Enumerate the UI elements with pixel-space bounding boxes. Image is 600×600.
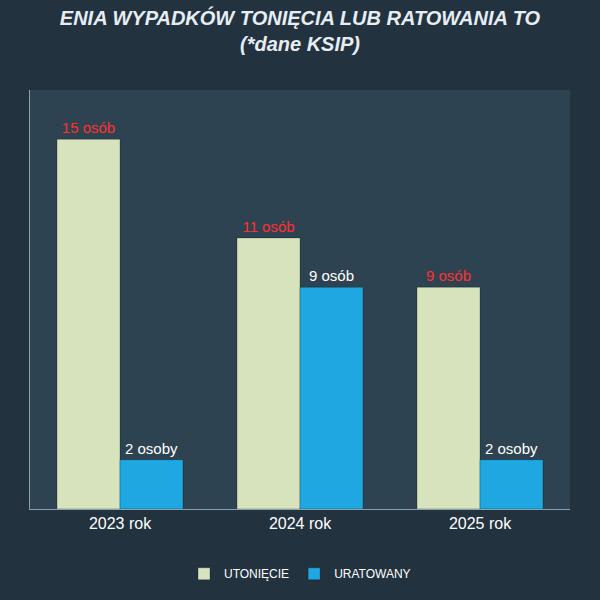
svg-text:11 osób: 11 osób bbox=[242, 218, 294, 235]
svg-text:2 osoby: 2 osoby bbox=[485, 440, 538, 457]
svg-text:2023 rok: 2023 rok bbox=[89, 515, 152, 532]
svg-text:URATOWANY: URATOWANY bbox=[334, 567, 410, 581]
svg-text:UTONIĘCIE: UTONIĘCIE bbox=[224, 567, 289, 581]
svg-text:ENIA WYPADKÓW TONIĘCIA LUB RAT: ENIA WYPADKÓW TONIĘCIA LUB RATOWANIA TO(… bbox=[60, 6, 541, 55]
svg-text:2025 rok: 2025 rok bbox=[449, 515, 512, 532]
svg-text:9 osób: 9 osób bbox=[309, 267, 354, 284]
svg-text:2 osoby: 2 osoby bbox=[125, 440, 178, 457]
svg-text:2024 rok: 2024 rok bbox=[269, 515, 332, 532]
svg-text:9 osób: 9 osób bbox=[426, 267, 471, 284]
svg-text:15 osób: 15 osób bbox=[62, 119, 115, 136]
